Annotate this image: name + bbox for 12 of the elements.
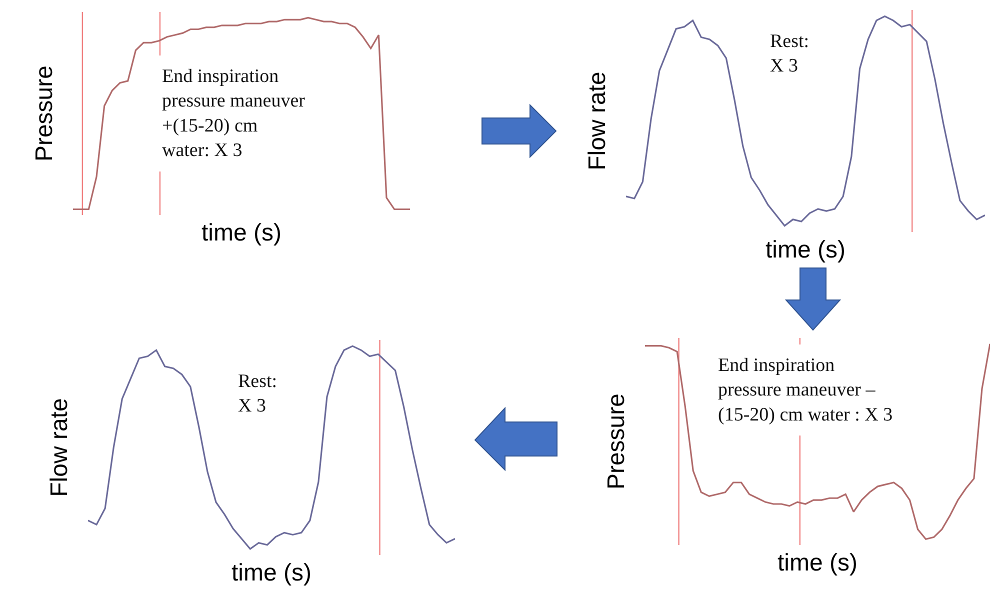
annotation: End inspiration pressure maneuver – (15-20) cm water : X 3 (718, 355, 893, 426)
y-axis-title: Flow rate (584, 72, 612, 170)
x-axis-title: time (s) (766, 236, 846, 264)
annotation: End inspiration pressure maneuver +(15-20) cm water: X 3 (162, 66, 306, 162)
annotation: Rest: X 3 (770, 31, 810, 77)
y-axis-title: Flow rate (46, 398, 74, 497)
annotation: Rest: X 3 (238, 371, 278, 417)
y-axis-title: Pressure (603, 393, 630, 490)
x-axis-title: time (s) (202, 219, 282, 246)
x-axis-title: time (s) (778, 549, 858, 576)
x-axis-title: time (s) (232, 559, 312, 586)
y-axis-title: Pressure (31, 65, 58, 162)
